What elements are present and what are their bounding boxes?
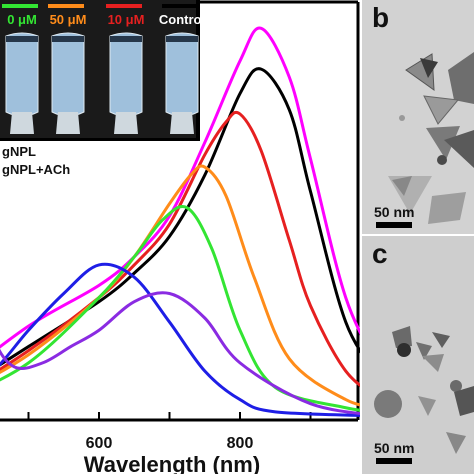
- vial-4: Control: [159, 4, 205, 134]
- tem-panel-c: c 50 nm: [362, 236, 474, 474]
- vial-group: 0 μM 50 μM 10 μM Control: [2, 4, 205, 134]
- spectrum-line-4: [0, 164, 360, 407]
- vial-meniscus: [110, 36, 142, 42]
- scale-bar-b: [376, 222, 412, 228]
- x-tick-label-600: 600: [86, 435, 113, 452]
- legend-entry-2: gNPL+ACh: [2, 162, 70, 177]
- tem-panel-b: b 50 nm: [362, 0, 474, 234]
- vial-base: [114, 112, 138, 134]
- vial-color-marker: [48, 4, 84, 8]
- legend-entry-1: gNPL: [2, 144, 36, 159]
- vial-solution: [109, 32, 143, 117]
- vial-base: [170, 112, 194, 134]
- vial-solution: [5, 32, 39, 117]
- panel-label-c: c: [372, 238, 388, 269]
- vial-meniscus: [6, 36, 38, 42]
- vial-3: 10 μM: [106, 4, 144, 134]
- vial-1: 0 μM: [2, 4, 39, 134]
- panel-label-b: b: [372, 2, 390, 33]
- vial-color-marker: [106, 4, 142, 8]
- spectrum-line-7: [0, 291, 360, 416]
- vial-label: 10 μM: [108, 12, 145, 27]
- vial-solution: [51, 32, 85, 117]
- x-axis-label: Wavelength (nm): [84, 452, 260, 474]
- vial-2: 50 μM: [48, 4, 86, 134]
- vial-color-marker: [162, 4, 198, 8]
- vial-photo-inset: 0 μM 50 μM 10 μM Control: [0, 0, 205, 141]
- scale-bar-label-b: 50 nm: [374, 204, 415, 220]
- scale-bar-label-c: 50 nm: [374, 440, 415, 456]
- vial-color-marker: [2, 4, 38, 8]
- x-axis-ticks: [27, 412, 312, 420]
- vial-solution: [165, 32, 199, 117]
- vial-meniscus: [52, 36, 84, 42]
- vial-base: [10, 112, 34, 134]
- vial-meniscus: [166, 36, 198, 42]
- spectrum-line-1: [0, 26, 360, 349]
- x-tick-label-800: 800: [227, 435, 254, 452]
- tem-image-c: [362, 236, 474, 474]
- scale-bar-c: [376, 458, 412, 464]
- vial-label: 50 μM: [50, 12, 87, 27]
- tem-image-b: [362, 0, 474, 234]
- spectra-series-group: [0, 26, 360, 417]
- absorbance-spectra-chart: 0 μM 50 μM 10 μM Control gNPL gNPL+ACh 600 …: [0, 0, 360, 474]
- vial-label: Control: [159, 12, 205, 27]
- spectrum-line-6: [0, 262, 360, 417]
- vial-base: [56, 112, 80, 134]
- vial-label: 0 μM: [7, 12, 37, 27]
